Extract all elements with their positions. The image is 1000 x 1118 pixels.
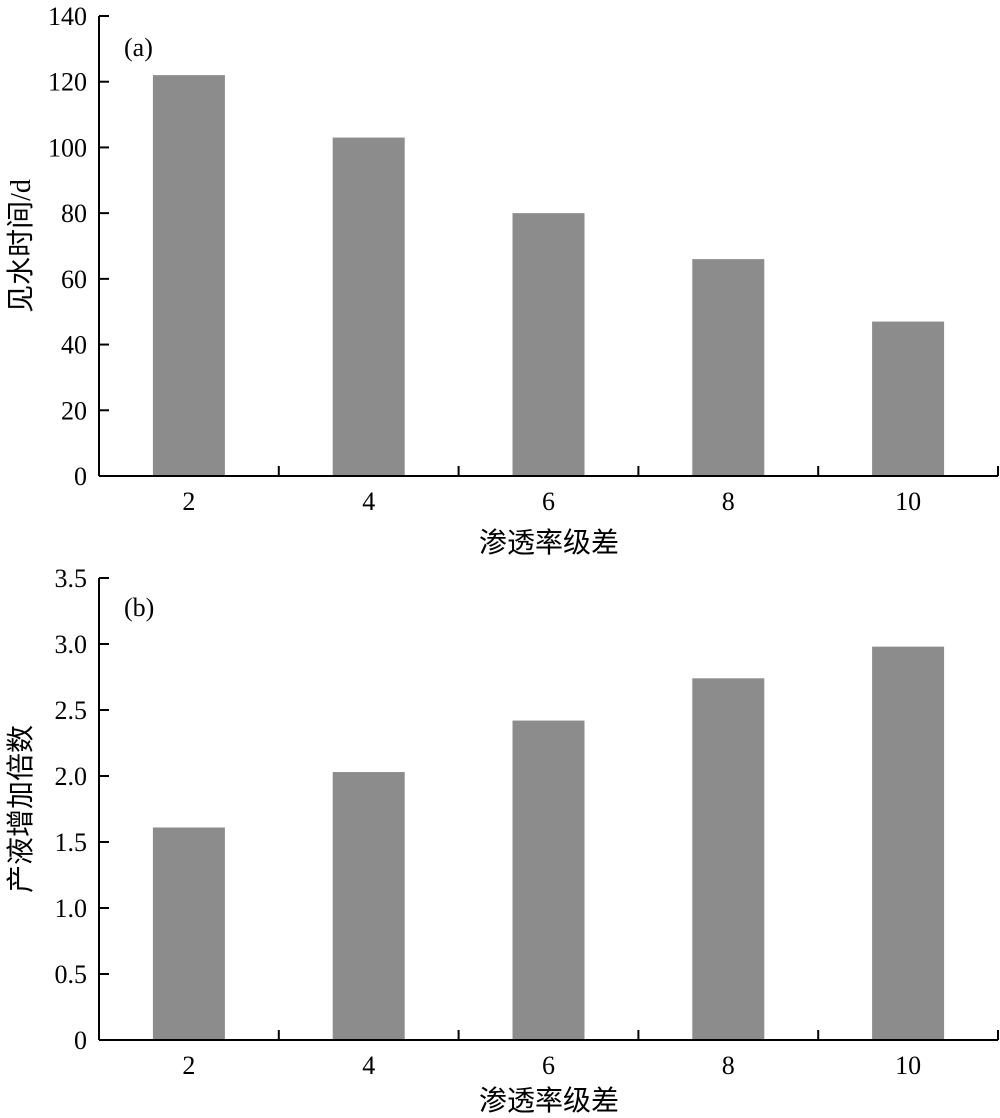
panel-b-y-tick-label: 1.5: [55, 828, 88, 857]
panel-a-label: (a): [124, 33, 153, 62]
panel-b-bar-6: [512, 720, 585, 1040]
panel-b-y-tick-label: 2.0: [55, 762, 88, 791]
panel-a-y-tick-label: 20: [61, 396, 87, 425]
panel-a-y-tick-label: 0: [74, 462, 87, 491]
panel-b-chart: (b) 渗透率级差 产液增加倍数 0 0.5 1.0 1.5 2.0 2.5 3.0 3.5 2…: [5, 564, 999, 1117]
panel-b-x-tick-label: 10: [895, 1051, 921, 1080]
panel-a-y-tick-label: 120: [48, 68, 87, 97]
panel-b-label: (b): [124, 593, 154, 622]
panel-b-y-tick-label: 3.0: [55, 630, 88, 659]
panel-a-y-axis-title: 见水时间/d: [5, 179, 37, 313]
panel-a-x-tick-label: 10: [895, 487, 921, 516]
panel-a-bar-6: [512, 213, 585, 476]
panel-b-y-tick-label: 1.0: [55, 894, 88, 923]
panel-b-y-tick-label: 0: [74, 1026, 87, 1055]
panel-b-x-axis-title: 渗透率级差: [479, 1085, 619, 1117]
panel-a-bar-10: [872, 321, 945, 476]
panel-a-y-tick-label: 100: [48, 133, 87, 162]
panel-b-y-axis-title: 产液增加倍数: [5, 725, 37, 893]
panel-b-bar-2: [152, 827, 225, 1040]
panel-b-x-tick-label: 2: [182, 1051, 195, 1080]
panel-b-bar-10: [872, 646, 945, 1040]
panel-a-y-tick-label: 80: [61, 199, 87, 228]
panel-b-x-tick-label: 8: [722, 1051, 735, 1080]
panel-b-y-tick-label: 3.5: [55, 564, 88, 593]
panel-a-y-tick-label: 140: [48, 2, 87, 31]
panel-a-x-tick-label: 2: [182, 487, 195, 516]
panel-b-x-tick-label: 4: [362, 1051, 375, 1080]
panel-b-x-tick-label: 6: [542, 1051, 555, 1080]
panel-a-bar-4: [332, 137, 405, 477]
panel-b-y-tick-label: 0.5: [55, 960, 88, 989]
panel-a-x-tick-label: 8: [722, 487, 735, 516]
panel-a-y-tick-label: 60: [61, 265, 87, 294]
panel-b-bar-4: [332, 772, 405, 1040]
panel-b-y-tick-label: 2.5: [55, 696, 88, 725]
panel-a-x-tick-label: 6: [542, 487, 555, 516]
panel-a-bar-2: [152, 75, 225, 477]
panel-a-bar-8: [692, 259, 765, 476]
panel-a-x-axis-title: 渗透率级差: [479, 527, 619, 559]
panel-a-y-tick-label: 40: [61, 331, 87, 360]
panel-a-x-tick-label: 4: [362, 487, 375, 516]
panel-b-bar-8: [692, 678, 765, 1040]
panel-a-chart: (a) 渗透率级差 见水时间/d 0 20 40 60 80 100 120 140 2 4 6 8 1…: [5, 2, 999, 559]
